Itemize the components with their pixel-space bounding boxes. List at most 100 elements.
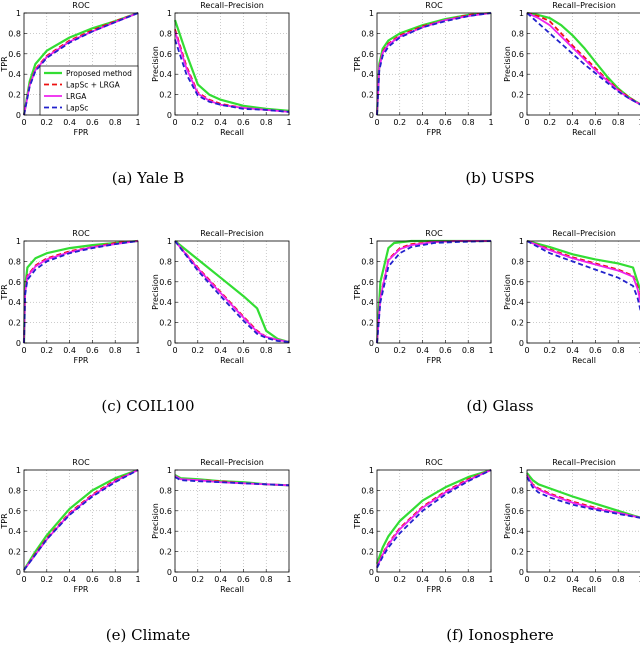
fig-d-pr-panel: 0 0.2 0.4 0.6 0.8 1 0 0.2 0.4 0.6 0.8 1 Recall–Preci…: [503, 229, 640, 365]
fig-c-roc-xtick-label: 0.8: [109, 346, 122, 355]
fig-d-caption: (d) Glass: [466, 397, 533, 415]
fig-b-roc-panel: 0 0.2 0.4 0.6 0.8 1 0 0.2 0.4 0.6 0.8 1 ROC FPR TPR: [353, 1, 494, 137]
fig-c-roc-xtick-label: 0: [21, 346, 26, 355]
fig-c-pr-series-lapsc: [174, 240, 290, 343]
fig-b-pr-xtick-label: 0.6: [589, 118, 602, 127]
fig-f-roc-xtick-label: 0: [374, 575, 379, 584]
fig-b-roc-ytick-label: 0.8: [361, 29, 374, 38]
fig-d-roc-xtick-label: 0.8: [462, 346, 475, 355]
fig-b-roc-ylabel: TPR: [353, 56, 362, 73]
fig-f-roc-ylabel: TPR: [353, 513, 362, 530]
fig-f-pr-series-proposed-method: [526, 472, 640, 519]
fig-a-roc-ytick-label: 0.6: [8, 50, 21, 59]
fig-a-roc-xtick-label: 0: [21, 118, 26, 127]
fig-f-roc-xtick-label: 0.8: [462, 575, 475, 584]
fig-b-roc-xtick-label: 0.2: [393, 118, 406, 127]
fig-b-pr-panel: 0 0.2 0.4 0.6 0.8 1 0 0.2 0.4 0.6 0.8 1 Recall–Preci…: [503, 1, 640, 137]
fig-f-roc-ytick-label: 0.4: [361, 527, 374, 536]
fig-c-roc-ytick-label: 0: [16, 339, 21, 348]
fig-c-roc-ytick-label: 0.6: [8, 278, 21, 287]
fig-a-roc-xtick-label: 1: [135, 118, 140, 127]
fig-a-pr-axes-box: [174, 12, 290, 116]
fig-d-roc-series-lapsc-lrga: [376, 240, 491, 344]
fig-e-roc-ytick-label: 0.2: [8, 548, 21, 557]
fig-f-roc-ytick-label: 1: [369, 466, 374, 475]
fig-a-pr-title: Recall–Precision: [200, 1, 264, 10]
fig-b-pr-axes-box: [526, 12, 640, 116]
fig-b-pr-series-proposed-method: [526, 11, 640, 106]
fig-e-roc-xtick-label: 0.4: [63, 575, 76, 584]
fig-e-roc-xtick-label: 0.8: [109, 575, 122, 584]
fig-f-pr-xtick-label: 0.2: [543, 575, 556, 584]
fig-e-roc-ytick-label: 0.6: [8, 507, 21, 516]
fig-f-pr-xtick-label: 0.6: [589, 575, 602, 584]
fig-c-roc-panel: 0 0.2 0.4 0.6 0.8 1 0 0.2 0.4 0.6 0.8 1 ROC FPR TPR: [0, 229, 141, 365]
fig-a-pr-series-lrga: [174, 31, 290, 113]
fig-d-roc-series-proposed-method: [375, 239, 491, 344]
fig-c-pr-xtick-label: 0: [172, 346, 177, 355]
fig-d-roc-xtick-label: 1: [488, 346, 493, 355]
fig-c-roc-title: ROC: [72, 229, 90, 238]
fig-e-roc-xtick-label: 0.6: [86, 575, 99, 584]
fig-d-pr-xtick-label: 0.4: [566, 346, 579, 355]
fig-a-pr-ytick-label: 0: [167, 111, 172, 120]
fig-d-roc-grid: [377, 241, 491, 343]
fig-e-pr-ytick-label: 0.4: [159, 527, 172, 536]
fig-e-pr-ytick-label: 0.8: [159, 486, 172, 495]
fig-c-pr-xtick-label: 0.4: [214, 346, 227, 355]
fig-c-roc-xtick-label: 1: [135, 346, 140, 355]
fig-c-roc-ytick-label: 1: [16, 237, 21, 246]
fig-f-roc-series-lrga: [376, 469, 492, 568]
fig-d-roc-title: ROC: [425, 229, 443, 238]
fig-c-roc-series-proposed-method: [22, 239, 139, 344]
fig-c-roc-axes-box: [23, 240, 139, 344]
fig-b-roc-grid: [377, 13, 491, 115]
fig-f-pr-series-lapsc: [526, 476, 640, 519]
fig-c-roc-series-lapsc: [23, 240, 139, 344]
fig-e-roc-xtick-label: 0: [21, 575, 26, 584]
fig-d-roc-ytick-label: 1: [369, 237, 374, 246]
fig-e-pr-ytick-label: 1: [167, 466, 172, 475]
fig-d-pr-series-lapsc: [526, 240, 640, 313]
fig-c-roc-xtick-label: 0.4: [63, 346, 76, 355]
fig-c-roc-xlabel: FPR: [74, 356, 89, 365]
fig-a-pr-xtick-label: 0.8: [260, 118, 273, 127]
fig-d-roc-panel: 0 0.2 0.4 0.6 0.8 1 0 0.2 0.4 0.6 0.8 1 ROC FPR TPR: [353, 229, 494, 365]
fig-c-pr-axes-box: [174, 240, 290, 344]
fig-c-roc-xtick-label: 0.2: [40, 346, 53, 355]
fig-b-roc-ytick-label: 0.6: [361, 50, 374, 59]
fig-e-pr-grid: [175, 470, 289, 572]
fig-a-roc-xtick-label: 0.4: [63, 118, 76, 127]
fig-d-roc-ytick-label: 0: [369, 339, 374, 348]
fig-b-pr-xtick-label: 0: [524, 118, 529, 127]
fig-f-roc-ytick-label: 0.6: [361, 507, 374, 516]
fig-e-pr-title: Recall–Precision: [200, 458, 264, 467]
legend-label-lapsc: LapSc: [66, 104, 88, 113]
fig-b-roc-xtick-label: 0: [374, 118, 379, 127]
fig-d-pr-xtick-label: 0.8: [612, 346, 625, 355]
fig-c-pr-xtick-label: 0.6: [237, 346, 250, 355]
fig-c-pr-ytick-label: 1: [167, 237, 172, 246]
fig-b-roc-ytick-label: 0: [369, 111, 374, 120]
fig-f-pr-xtick-label: 0.4: [566, 575, 579, 584]
fig-a-roc-panel: 0 0.2 0.4 0.6 0.8 1 0 0.2 0.4 0.6 0.8 1 ROC FPR TPR Pro…: [0, 1, 141, 137]
fig-a-pr-ytick-label: 0.2: [159, 91, 172, 100]
fig-c-roc-ytick-label: 0.4: [8, 298, 21, 307]
fig-a-pr-ytick-label: 1: [167, 9, 172, 18]
fig-f-roc-xtick-label: 1: [488, 575, 493, 584]
fig-f-roc-xlabel: FPR: [427, 585, 442, 594]
fig-d-roc-xtick-label: 0.6: [439, 346, 452, 355]
fig-e-roc-ytick-label: 0.8: [8, 486, 21, 495]
fig-e-roc-series-lrga: [23, 469, 139, 571]
fig-f-pr-ytick-label: 0: [519, 568, 524, 577]
fig-d-roc-xtick-label: 0: [374, 346, 379, 355]
fig-c-pr-ytick-label: 0.6: [159, 278, 172, 287]
fig-c-pr-ytick-label: 0.4: [159, 298, 172, 307]
fig-c-pr-xlabel: Recall: [220, 356, 244, 365]
fig-a-roc-ytick-label: 0.8: [8, 29, 21, 38]
fig-c-roc-xtick-label: 0.6: [86, 346, 99, 355]
fig-c-pr-xtick-label: 0.2: [191, 346, 204, 355]
fig-d-pr-ytick-label: 0.2: [511, 319, 524, 328]
fig-a-pr-xtick-label: 0.2: [191, 118, 204, 127]
fig-e-roc-ytick-label: 0.4: [8, 527, 21, 536]
